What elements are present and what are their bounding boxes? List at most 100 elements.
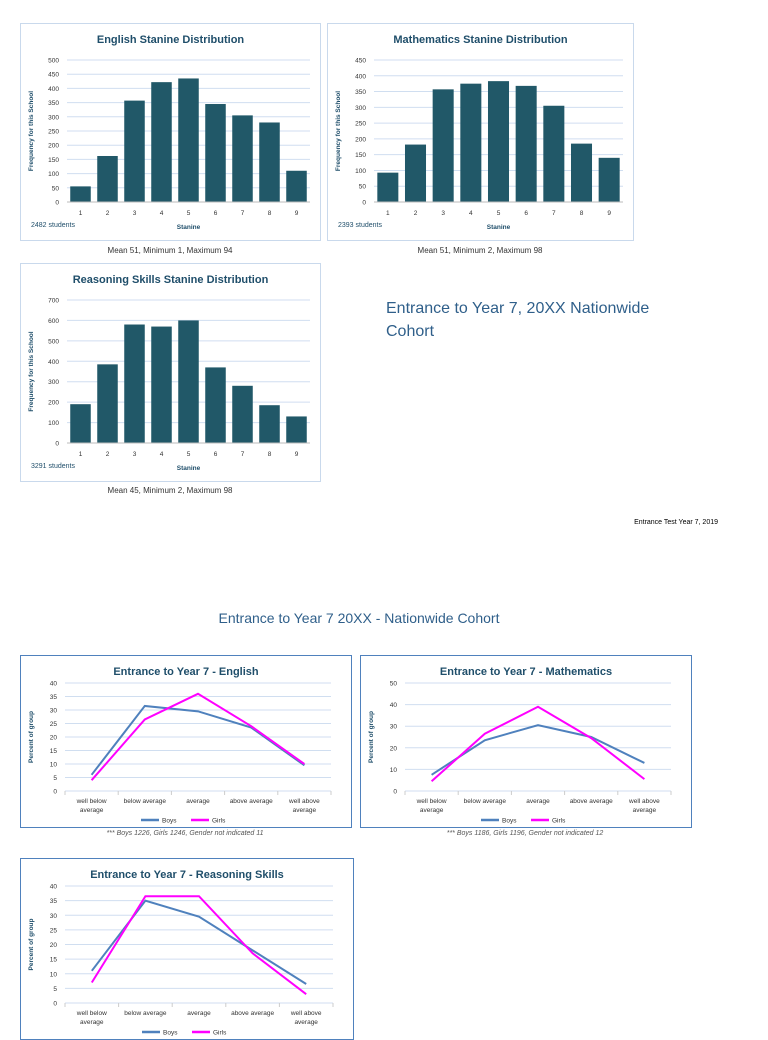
x-tick-label: above average — [231, 1010, 274, 1017]
bar — [124, 100, 145, 202]
y-tick-label: 300 — [355, 105, 366, 112]
bar — [70, 404, 91, 443]
chart-title: Mathematics Stanine Distribution — [393, 34, 567, 46]
y-tick-label: 200 — [48, 400, 59, 407]
x-tick-label: 7 — [241, 451, 245, 458]
footer-text: Entrance Test Year 7, 2019 — [634, 519, 718, 526]
y-tick-label: 400 — [48, 359, 59, 366]
x-tick-label: average — [294, 1019, 318, 1026]
english-footnote: *** Boys 1226, Girls 1246, Gender not in… — [106, 830, 264, 837]
x-tick-label: average — [633, 807, 657, 814]
chart-svg: English Stanine Distribution 0 50 100 150 200… — [28, 34, 310, 231]
x-axis-label: Stanine — [177, 465, 201, 472]
x-tick-label: average — [187, 1010, 211, 1017]
y-tick-label: 450 — [355, 58, 366, 65]
y-tick-label: 150 — [355, 152, 366, 159]
y-tick-label: 250 — [48, 129, 59, 136]
x-tick-label: well below — [76, 1010, 107, 1017]
x-tick-label: well above — [290, 1010, 322, 1017]
legend-label: Girls — [213, 1030, 227, 1037]
bar — [124, 324, 145, 443]
x-axis-label: Stanine — [487, 224, 511, 231]
x-tick-label: 5 — [497, 210, 501, 217]
student-count: 2393 students — [338, 222, 382, 229]
chart-svg: Entrance to Year 7 - English 0 5 10 15 20 25 30… — [28, 666, 332, 825]
y-tick-label: 15 — [50, 957, 58, 964]
bar — [286, 416, 307, 443]
x-tick-label: 2 — [414, 210, 418, 217]
y-axis-label: Percent of group — [368, 711, 375, 763]
x-tick-label: 2 — [106, 210, 110, 217]
y-tick-label: 200 — [355, 136, 366, 143]
y-tick-label: 20 — [50, 942, 58, 949]
y-tick-label: 50 — [52, 185, 60, 192]
x-tick-label: 7 — [241, 210, 245, 217]
legend-label: Boys — [502, 818, 517, 825]
x-tick-label: average — [293, 807, 317, 814]
side-heading: Entrance to Year 7, 20XX Nationwide Coho… — [386, 300, 650, 340]
chart-svg: Entrance to Year 7 - Mathematics 0 10 20 30 4… — [368, 666, 672, 825]
x-tick-label: 9 — [295, 210, 299, 217]
y-tick-label: 500 — [48, 58, 59, 65]
y-tick-label: 300 — [48, 114, 59, 121]
chart-svg: Reasoning Skills Stanine Distribution 0 10… — [28, 274, 310, 472]
english-bar-chart: English Stanine Distribution 0 50 100 150 200… — [20, 23, 321, 241]
english-caption: Mean 51, Minimum 1, Maximum 94 — [107, 246, 233, 255]
y-tick-label: 400 — [48, 86, 59, 93]
y-tick-label: 350 — [355, 89, 366, 96]
chart-svg: Entrance to Year 7 - Reasoning Skills 0 5 1… — [28, 869, 334, 1037]
y-tick-label: 20 — [50, 735, 58, 742]
reasoning-line-chart: Entrance to Year 7 - Reasoning Skills 0 5 1… — [20, 858, 354, 1040]
math-footnote: *** Boys 1186, Girls 1196, Gender not in… — [446, 830, 604, 837]
y-tick-label: 450 — [48, 72, 59, 79]
bar — [178, 320, 199, 443]
y-tick-label: 15 — [50, 748, 58, 755]
y-tick-label: 350 — [48, 100, 59, 107]
y-tick-label: 0 — [55, 200, 59, 207]
y-axis-label: Percent of group — [28, 711, 35, 763]
bar — [178, 78, 199, 202]
series-line-girls — [430, 705, 646, 783]
bar — [259, 405, 280, 443]
y-tick-label: 0 — [362, 200, 366, 207]
bar — [232, 115, 253, 202]
x-tick-label: below average — [124, 1010, 167, 1017]
x-tick-label: average — [186, 798, 210, 805]
center-heading: Entrance to Year 7 20XX - Nationwide Coh… — [218, 610, 500, 626]
series-line-girls — [90, 692, 305, 781]
bar — [460, 83, 482, 202]
x-tick-label: 3 — [441, 210, 445, 217]
y-tick-label: 50 — [390, 681, 398, 688]
chart-title: Entrance to Year 7 - Mathematics — [440, 666, 612, 678]
x-tick-label: well below — [416, 798, 447, 805]
x-tick-label: 9 — [295, 451, 299, 458]
x-tick-label: 6 — [214, 210, 218, 217]
x-tick-label: well above — [628, 798, 660, 805]
y-tick-label: 5 — [53, 775, 57, 782]
chart-title: English Stanine Distribution — [97, 34, 245, 46]
y-tick-label: 500 — [48, 338, 59, 345]
y-tick-label: 40 — [50, 681, 58, 688]
y-tick-label: 150 — [48, 157, 59, 164]
y-tick-label: 600 — [48, 318, 59, 325]
bar — [205, 104, 226, 202]
bar — [259, 122, 280, 202]
y-tick-label: 100 — [48, 420, 59, 427]
bar — [232, 385, 253, 443]
y-tick-label: 30 — [50, 708, 58, 715]
y-tick-label: 400 — [355, 73, 366, 80]
x-tick-label: 9 — [607, 210, 611, 217]
x-tick-label: 4 — [160, 451, 164, 458]
reasoning-bar-chart: Reasoning Skills Stanine Distribution 0 10… — [20, 263, 321, 482]
bar — [570, 143, 593, 202]
x-tick-label: below average — [464, 798, 507, 805]
x-tick-label: 7 — [552, 210, 556, 217]
student-count: 2482 students — [31, 222, 75, 229]
student-count: 3291 students — [31, 463, 75, 470]
x-tick-label: 5 — [187, 210, 191, 217]
legend-label: Girls — [552, 818, 566, 825]
series-line-girls — [90, 895, 307, 996]
chart-title: Entrance to Year 7 - English — [113, 666, 259, 678]
y-tick-label: 10 — [390, 767, 398, 774]
bar — [377, 172, 399, 202]
